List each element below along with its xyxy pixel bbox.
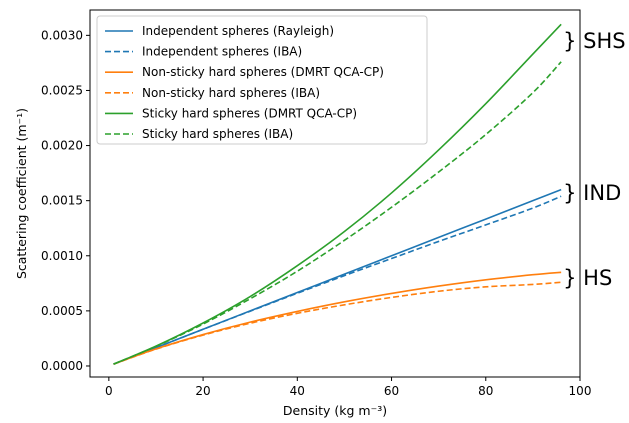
y-tick-label: 0.0000 (41, 359, 83, 373)
x-tick-label: 80 (478, 384, 493, 398)
annotations: } SHS } IND } HS (563, 29, 626, 290)
legend-entry: Non-sticky hard spheres (IBA) (142, 86, 320, 100)
y-tick-label: 0.0025 (41, 83, 83, 97)
x-tick-label: 0 (105, 384, 113, 398)
annotation-label: } HS (563, 266, 612, 290)
x-axis-label: Density (kg m⁻³) (283, 403, 387, 418)
y-axis-label: Scattering coefficient (m⁻¹) (14, 108, 29, 279)
series-line-6 (113, 61, 562, 365)
series-line-3 (113, 271, 562, 365)
x-tick-label: 40 (290, 384, 305, 398)
x-tick-label: 100 (569, 384, 592, 398)
legend-entry: Independent spheres (Rayleigh) (142, 24, 334, 38)
y-tick-label: 0.0030 (41, 28, 83, 42)
series-line-4 (113, 281, 562, 365)
annotation-label: } IND (563, 181, 621, 205)
plot-area (113, 23, 562, 365)
x-tick-label: 60 (384, 384, 399, 398)
plot-frame (89, 9, 581, 378)
legend-entry: Sticky hard spheres (DMRT QCA-CP) (142, 106, 357, 120)
x-axis: 0 20 40 60 80 100 (105, 377, 591, 398)
y-tick-label: 0.0015 (41, 194, 83, 208)
annotation-label: } SHS (563, 29, 626, 53)
series-line-2 (113, 195, 562, 365)
y-tick-label: 0.0010 (41, 249, 83, 263)
legend-entry: Sticky hard spheres (IBA) (142, 127, 293, 141)
legend-entry: Independent spheres (IBA) (142, 45, 302, 59)
legend: Independent spheres (Rayleigh) Independen… (96, 15, 428, 145)
y-axis: 0.0000 0.0005 0.0010 0.0015 0.0020 0.0025 0.00… (41, 28, 90, 373)
legend-box (96, 15, 428, 145)
legend-entry: Non-sticky hard spheres (DMRT QCA-CP) (142, 65, 384, 79)
y-tick-label: 0.0005 (41, 304, 83, 318)
y-tick-label: 0.0020 (41, 139, 83, 153)
x-tick-label: 20 (195, 384, 210, 398)
